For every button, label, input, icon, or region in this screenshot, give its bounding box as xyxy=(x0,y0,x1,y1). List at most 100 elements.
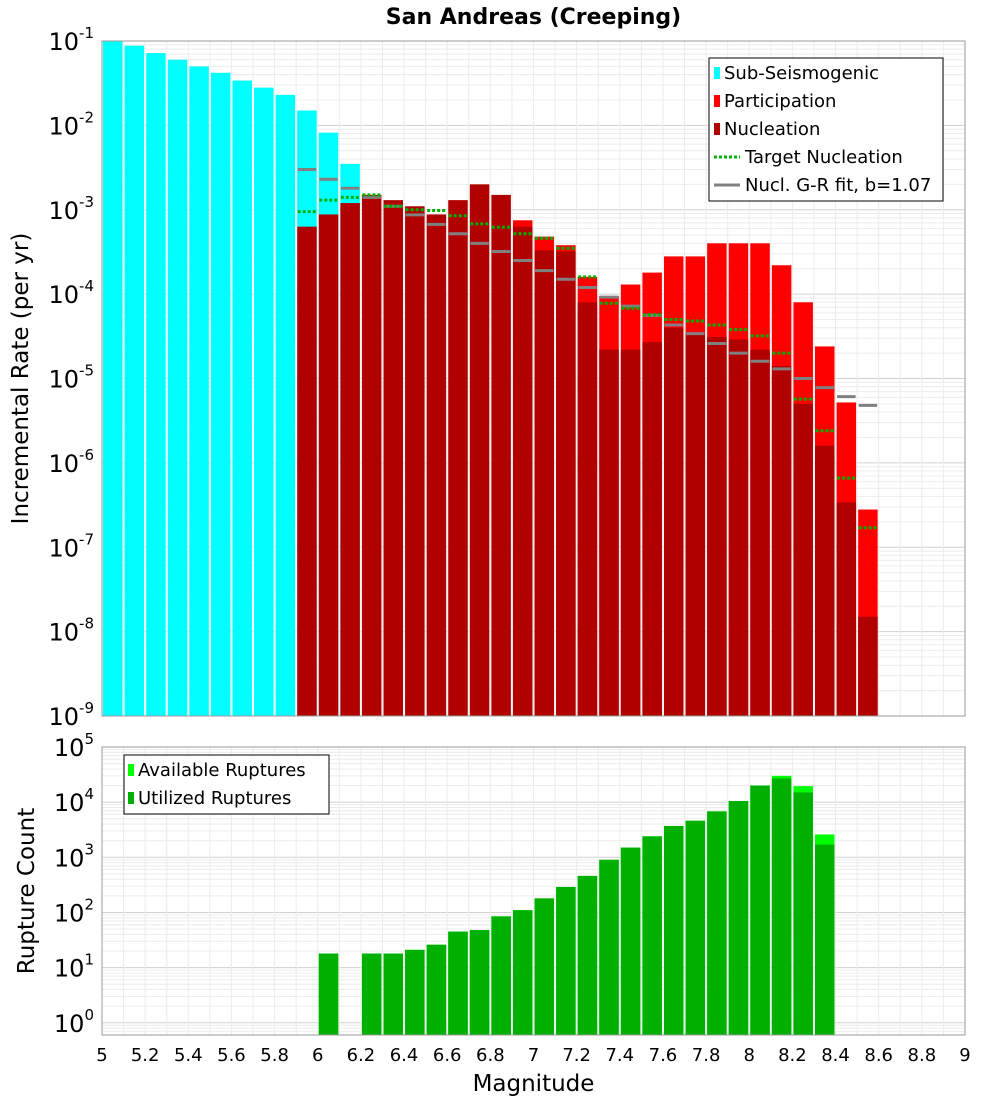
rate-nucleation-bar xyxy=(836,502,857,716)
count-y-tick-label: 100 xyxy=(54,1006,94,1038)
x-tick-label: 7.2 xyxy=(562,1045,591,1066)
rate-legend-swatch-nucleation xyxy=(714,123,720,135)
count-utilized-ruptures-bar xyxy=(448,931,468,1035)
rate-nucleation-bar xyxy=(340,203,360,716)
count-utilized-ruptures-bar xyxy=(750,785,770,1035)
rate-y-tick-label: 10-6 xyxy=(48,446,94,478)
tick-base: 10 xyxy=(48,703,79,731)
count-utilized-ruptures-bar xyxy=(556,886,576,1035)
rate-nucleation-bar xyxy=(448,200,468,716)
count-utilized-ruptures-bar xyxy=(577,875,598,1035)
x-tick-label: 5.6 xyxy=(217,1045,246,1066)
rate-legend-swatch-sub-seismogenic xyxy=(714,67,720,79)
rate-nucleation-bar xyxy=(685,332,706,716)
x-tick-label: 8.6 xyxy=(864,1045,893,1066)
rate-y-tick-label: 10-3 xyxy=(48,193,94,225)
rate-nucleation-bar xyxy=(707,337,727,716)
x-tick-label: 6.6 xyxy=(433,1045,462,1066)
rate-nucleation-bar xyxy=(491,194,511,716)
x-tick-label: 5.4 xyxy=(174,1045,203,1066)
count-utilized-ruptures-bar xyxy=(815,844,835,1035)
x-axis-label: Magnitude xyxy=(473,1071,595,1097)
count-utilized-ruptures-bar xyxy=(771,778,792,1035)
tick-exponent: -4 xyxy=(79,277,94,295)
rate-nucl-g-r-fit-b-1-07-marks xyxy=(297,167,878,407)
rate-target-nucleation-marks xyxy=(297,193,878,530)
tick-base: 10 xyxy=(48,450,79,478)
tick-base: 10 xyxy=(48,281,79,309)
count-utilized-ruptures-bar xyxy=(707,811,727,1035)
rate-nucleation-bars xyxy=(297,184,878,717)
rate-y-tick-label: 10-5 xyxy=(48,362,94,394)
x-tick-label: 6.8 xyxy=(476,1045,505,1066)
rate-nucleation-bar xyxy=(793,403,813,716)
rate-legend-label-participation: Participation xyxy=(724,91,836,112)
rate-y-tick-label: 10-9 xyxy=(48,699,94,731)
rate-nucleation-bar xyxy=(534,250,555,717)
x-tick-label: 7.8 xyxy=(692,1045,721,1066)
rate-legend-label-nucl-g-r-fit-b-1-07: Nucl. G-R fit, b=1.07 xyxy=(745,175,931,196)
count-utilized-ruptures-bar xyxy=(491,916,511,1035)
rate-nucleation-bar xyxy=(750,349,770,716)
tick-base: 10 xyxy=(48,366,79,394)
x-tick-label: 5.2 xyxy=(131,1045,160,1066)
count-utilized-ruptures-bar xyxy=(469,930,490,1035)
rate-nucleation-bar xyxy=(815,445,835,716)
tick-base: 10 xyxy=(54,789,85,817)
rate-nucleation-bar xyxy=(383,200,404,716)
tick-base: 10 xyxy=(54,955,85,983)
rate-nucleation-bar xyxy=(663,327,684,716)
rate-nucleation-bar xyxy=(405,206,425,716)
count-legend: Available Ruptures Utilized Ruptures xyxy=(123,754,330,815)
count-y-tick-label: 104 xyxy=(54,785,94,817)
rate-nucleation-bar xyxy=(297,226,317,716)
count-y-axis-label: Rupture Count xyxy=(14,808,40,974)
x-tick-label: 8 xyxy=(744,1045,755,1066)
count-utilized-ruptures-bar xyxy=(405,949,425,1035)
count-utilized-ruptures-bar xyxy=(728,800,749,1035)
count-x-tick-labels: 5 5.2 5.4 5.6 5.8 6 6.2 6.4 6.6 6.8 7 7.2 7.4 7.6 7.8 8… xyxy=(96,1045,970,1066)
tick-exponent: -8 xyxy=(79,615,94,633)
rate-sub-seismogenic-bar xyxy=(254,87,274,716)
tick-exponent: 3 xyxy=(84,840,94,858)
rate-plot-frame xyxy=(101,40,966,717)
count-utilized-ruptures-bar xyxy=(663,825,684,1035)
count-utilized-ruptures-bar xyxy=(620,847,641,1035)
count-utilized-ruptures-bar xyxy=(599,859,619,1035)
rate-y-tick-label: 10-7 xyxy=(48,530,94,562)
count-utilized-ruptures-bars xyxy=(318,778,835,1035)
rate-sub-seismogenic-bar xyxy=(146,53,166,716)
count-utilized-ruptures-bar xyxy=(534,898,555,1035)
x-tick-label: 6 xyxy=(312,1045,323,1066)
rate-nucleation-bar xyxy=(577,302,598,716)
tick-base: 10 xyxy=(48,28,79,56)
rate-sub-seismogenic-bar xyxy=(103,41,123,716)
x-tick-label: 8.8 xyxy=(908,1045,937,1066)
x-tick-label: 6.4 xyxy=(390,1045,419,1066)
count-utilized-ruptures-bar xyxy=(361,953,382,1035)
tick-exponent: -9 xyxy=(79,699,94,717)
tick-exponent: -7 xyxy=(79,530,94,548)
tick-exponent: -6 xyxy=(79,446,94,464)
tick-exponent: 5 xyxy=(84,730,94,748)
tick-base: 10 xyxy=(54,899,85,927)
rate-y-tick-label: 10-1 xyxy=(48,24,94,56)
x-tick-label: 5.8 xyxy=(260,1045,289,1066)
x-tick-label: 5 xyxy=(96,1045,107,1066)
x-tick-label: 7.4 xyxy=(605,1045,634,1066)
tick-base: 10 xyxy=(48,534,79,562)
count-y-tick-label: 103 xyxy=(54,840,94,872)
count-legend-swatch-available-ruptures xyxy=(128,764,134,776)
count-y-tick-label: 102 xyxy=(54,895,94,927)
tick-exponent: 1 xyxy=(84,951,94,969)
x-tick-label: 6.2 xyxy=(347,1045,376,1066)
count-legend-label-utilized-ruptures: Utilized Ruptures xyxy=(138,788,291,809)
x-tick-label: 7.6 xyxy=(649,1045,678,1066)
rate-nucleation-bar xyxy=(512,226,533,716)
rate-nucleation-bar xyxy=(858,616,878,716)
rate-legend: Sub-Seismogenic Participation Nucleation Ta… xyxy=(708,57,944,202)
count-legend-swatch-utilized-ruptures xyxy=(128,792,134,804)
rate-nucleation-bar xyxy=(361,194,382,716)
